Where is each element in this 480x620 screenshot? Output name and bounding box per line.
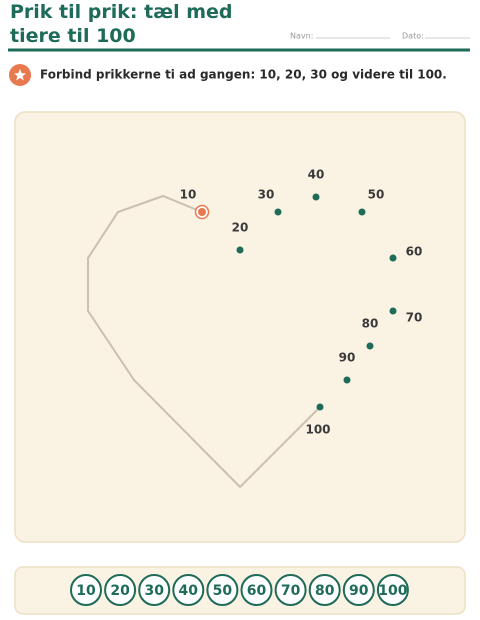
- answer-circle: [240, 574, 273, 606]
- dot: [316, 403, 324, 411]
- dot: [366, 342, 374, 350]
- star-icon: [14, 69, 26, 81]
- dot: [312, 193, 320, 201]
- answer-number: 40: [179, 583, 199, 599]
- answer-number: 30: [144, 583, 164, 599]
- answer-circle: [138, 574, 171, 606]
- title: Prik til prik: tæl med tiere til 100: [10, 1, 233, 47]
- dot-label: 80: [362, 317, 379, 331]
- answer-number: 20: [110, 583, 130, 599]
- dot-label: 60: [406, 245, 423, 259]
- dot-label: 50: [368, 188, 385, 202]
- answer-circle: [274, 574, 307, 606]
- dot: [236, 246, 244, 254]
- dot-label: 10: [180, 188, 197, 202]
- dot: [358, 208, 366, 216]
- answer-circle: [172, 574, 205, 606]
- dot-label: 90: [339, 351, 356, 365]
- answer-circle: [308, 574, 341, 606]
- dot-panel: [14, 111, 466, 543]
- dot-label: 70: [406, 311, 423, 325]
- dot: [198, 208, 206, 216]
- answer-number: 10: [76, 583, 96, 599]
- answer-number: 60: [247, 583, 267, 599]
- answer-circle: [206, 574, 239, 606]
- answer-number: 50: [213, 583, 233, 599]
- dot: [274, 208, 282, 216]
- answer-circle: [104, 574, 137, 606]
- dot-label: 40: [308, 168, 325, 182]
- answer-circle: [70, 574, 102, 606]
- answer-number: 100: [378, 583, 407, 599]
- dot-label: 20: [232, 221, 249, 235]
- dot: [389, 307, 397, 315]
- answer-number: 90: [349, 583, 369, 599]
- name-label: Navn:: [290, 32, 313, 41]
- guide-outline: [87, 194, 321, 489]
- date-label: Dato:: [402, 32, 424, 41]
- dot-label: 30: [258, 188, 275, 202]
- dot: [343, 376, 351, 384]
- answer-circle: [376, 574, 409, 606]
- answer-circle: [342, 574, 375, 606]
- answer-number: 80: [315, 583, 335, 599]
- answer-number: 70: [281, 583, 301, 599]
- instruction: Forbind prikkerne ti ad gangen: 10, 20, …: [40, 68, 447, 82]
- dot-label: 100: [305, 423, 330, 437]
- dot: [389, 254, 397, 262]
